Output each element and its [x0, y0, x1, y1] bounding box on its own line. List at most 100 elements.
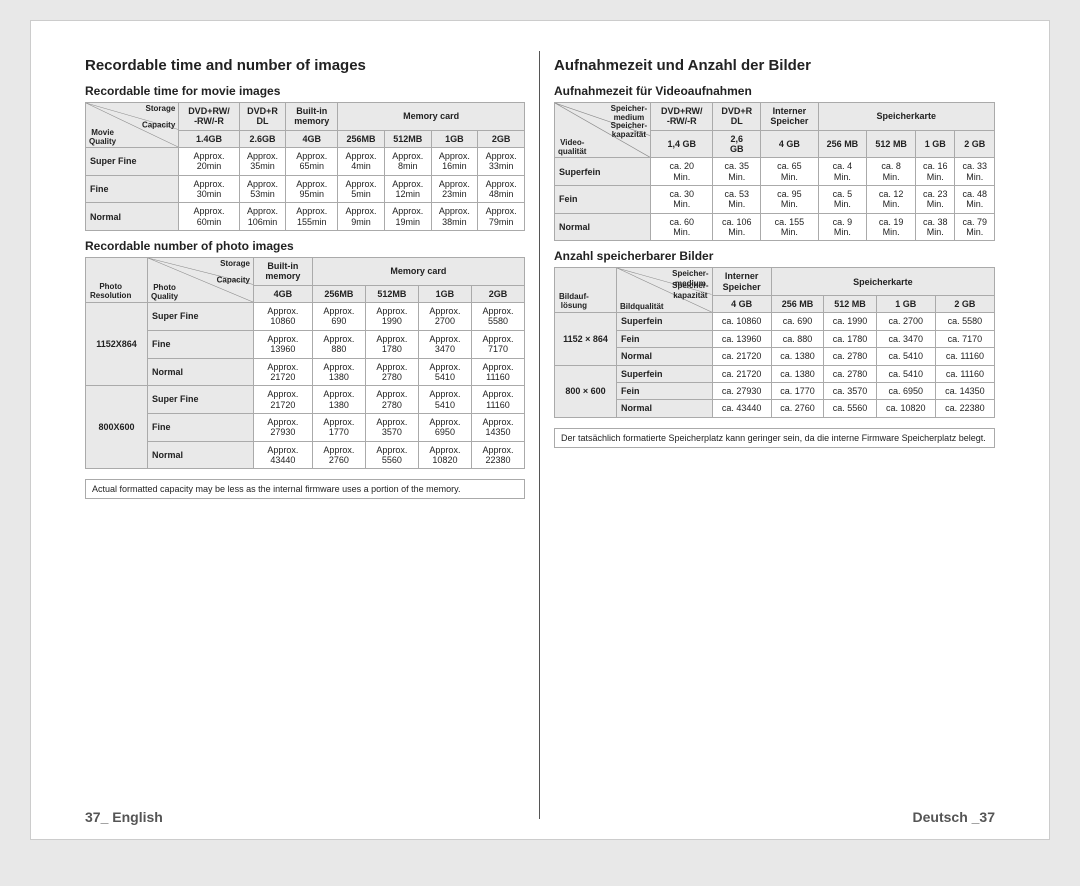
- value-cell: ca. 12Min.: [867, 186, 916, 214]
- value-cell: Approx.11160: [471, 386, 524, 414]
- capacity-header: 2.6GB: [239, 130, 286, 147]
- value-cell: ca. 2780: [824, 348, 876, 365]
- table-row: NormalApprox.60minApprox.106minApprox.15…: [86, 203, 525, 231]
- value-cell: ca. 27930: [712, 382, 771, 399]
- value-cell: Approx.43440: [253, 441, 312, 469]
- quality-cell: Fine: [148, 330, 254, 358]
- quality-cell: Superfein: [617, 365, 713, 382]
- value-cell: ca. 690: [771, 313, 823, 330]
- quality-cell: Normal: [555, 213, 651, 241]
- capacity-header: 2GB: [471, 285, 524, 302]
- capacity-header: 2 GB: [935, 296, 994, 313]
- value-cell: ca. 3570: [824, 382, 876, 399]
- value-cell: ca. 4Min.: [818, 158, 867, 186]
- value-cell: ca. 880: [771, 330, 823, 347]
- value-cell: Approx.3570: [365, 413, 418, 441]
- table-row: Super FineApprox.20minApprox.35minApprox…: [86, 148, 525, 176]
- note-left: Actual formatted capacity may be less as…: [85, 479, 525, 499]
- photo-heading-left: Recordable number of photo images: [85, 239, 525, 253]
- value-cell: ca. 21720: [712, 348, 771, 365]
- capacity-header: 1 GB: [916, 130, 955, 158]
- value-cell: ca. 65Min.: [761, 158, 818, 186]
- value-cell: Approx.690: [312, 303, 365, 331]
- value-cell: ca. 1770: [771, 382, 823, 399]
- value-cell: ca. 35Min.: [713, 158, 761, 186]
- table-row: 1152 × 864Superfeinca. 10860ca. 690ca. 1…: [555, 313, 995, 330]
- value-cell: ca. 53Min.: [713, 186, 761, 214]
- value-cell: Approx.10860: [253, 303, 312, 331]
- table-row: NormalApprox.21720Approx.1380Approx.2780…: [86, 358, 525, 386]
- value-cell: Approx.13960: [253, 330, 312, 358]
- value-cell: ca. 6950: [876, 382, 935, 399]
- value-cell: ca. 5580: [935, 313, 994, 330]
- resolution-cell: 1152X864: [86, 303, 148, 386]
- page-footer-right: Deutsch _37: [913, 809, 995, 825]
- table-row: Feinca. 27930ca. 1770ca. 3570ca. 6950ca.…: [555, 382, 995, 399]
- value-cell: Approx.30min: [179, 175, 239, 203]
- quality-cell: Fein: [617, 382, 713, 399]
- value-cell: Approx.4min: [338, 148, 385, 176]
- value-cell: Approx.95min: [286, 175, 338, 203]
- value-cell: Approx.5410: [418, 386, 471, 414]
- value-cell: Approx.60min: [179, 203, 239, 231]
- quality-cell: Normal: [617, 348, 713, 365]
- value-cell: ca. 5Min.: [818, 186, 867, 214]
- column-english: Recordable time and number of images Rec…: [71, 51, 540, 819]
- capacity-header: 1GB: [431, 130, 478, 147]
- photo-diag-b-r: Speicher-medium Speicher-kapazität Bildq…: [617, 268, 713, 313]
- col-hdr: Memory card: [338, 103, 525, 131]
- resolution-cell: 1152 × 864: [555, 313, 617, 365]
- value-cell: Approx.22380: [471, 441, 524, 469]
- value-cell: ca. 38Min.: [916, 213, 955, 241]
- value-cell: ca. 5560: [824, 400, 876, 417]
- quality-cell: Normal: [148, 441, 254, 469]
- movie-table-right: Speicher-medium Speicher-kapazität Video…: [554, 102, 995, 241]
- capacity-header: 256 MB: [818, 130, 867, 158]
- col-hdr: Built-inmemory: [286, 103, 338, 131]
- title-right: Aufnahmezeit und Anzahl der Bilder: [554, 57, 995, 74]
- value-cell: Approx.12min: [384, 175, 431, 203]
- value-cell: ca. 2760: [771, 400, 823, 417]
- value-cell: Approx.48min: [478, 175, 525, 203]
- value-cell: ca. 11160: [935, 365, 994, 382]
- value-cell: Approx.53min: [239, 175, 286, 203]
- photo-heading-right: Anzahl speicherbarer Bilder: [554, 249, 995, 263]
- table-row: Feinca. 30Min.ca. 53Min.ca. 95Min.ca. 5M…: [555, 186, 995, 214]
- col-hdr: InternerSpeicher: [712, 268, 771, 296]
- value-cell: Approx.8min: [384, 148, 431, 176]
- value-cell: Approx.2760: [312, 441, 365, 469]
- value-cell: ca. 155Min.: [761, 213, 818, 241]
- value-cell: ca. 22380: [935, 400, 994, 417]
- value-cell: ca. 33Min.: [955, 158, 995, 186]
- value-cell: Approx.880: [312, 330, 365, 358]
- table-row: NormalApprox.43440Approx.2760Approx.5560…: [86, 441, 525, 469]
- quality-cell: Fein: [555, 186, 651, 214]
- capacity-header: 1GB: [418, 285, 471, 302]
- capacity-header: 4 GB: [761, 130, 818, 158]
- value-cell: ca. 10820: [876, 400, 935, 417]
- value-cell: ca. 2780: [824, 365, 876, 382]
- value-cell: Approx.14350: [471, 413, 524, 441]
- photo-table-right: Bildauf-lösung Speicher-medium Speicher-…: [554, 267, 995, 417]
- value-cell: Approx.5580: [471, 303, 524, 331]
- value-cell: Approx.106min: [239, 203, 286, 231]
- table-row: Superfeinca. 20Min.ca. 35Min.ca. 65Min.c…: [555, 158, 995, 186]
- movie-diag-left: Storage Capacity MovieQuality: [86, 103, 179, 148]
- value-cell: ca. 1380: [771, 348, 823, 365]
- value-cell: ca. 23Min.: [916, 186, 955, 214]
- table-row: 800 × 600Superfeinca. 21720ca. 1380ca. 2…: [555, 365, 995, 382]
- page-footer-left: 37_ English: [85, 809, 163, 825]
- capacity-header: 2GB: [478, 130, 525, 147]
- movie-heading-right: Aufnahmezeit für Videoaufnahmen: [554, 84, 995, 98]
- col-hdr: DVD+RW/-RW/-R: [179, 103, 239, 131]
- value-cell: Approx.21720: [253, 358, 312, 386]
- value-cell: Approx.65min: [286, 148, 338, 176]
- value-cell: Approx.2700: [418, 303, 471, 331]
- quality-cell: Fein: [617, 330, 713, 347]
- value-cell: Approx.3470: [418, 330, 471, 358]
- quality-cell: Normal: [86, 203, 179, 231]
- value-cell: Approx.1990: [365, 303, 418, 331]
- value-cell: ca. 79Min.: [955, 213, 995, 241]
- movie-diag-right: Speicher-medium Speicher-kapazität Video…: [555, 103, 651, 158]
- capacity-header: 512MB: [365, 285, 418, 302]
